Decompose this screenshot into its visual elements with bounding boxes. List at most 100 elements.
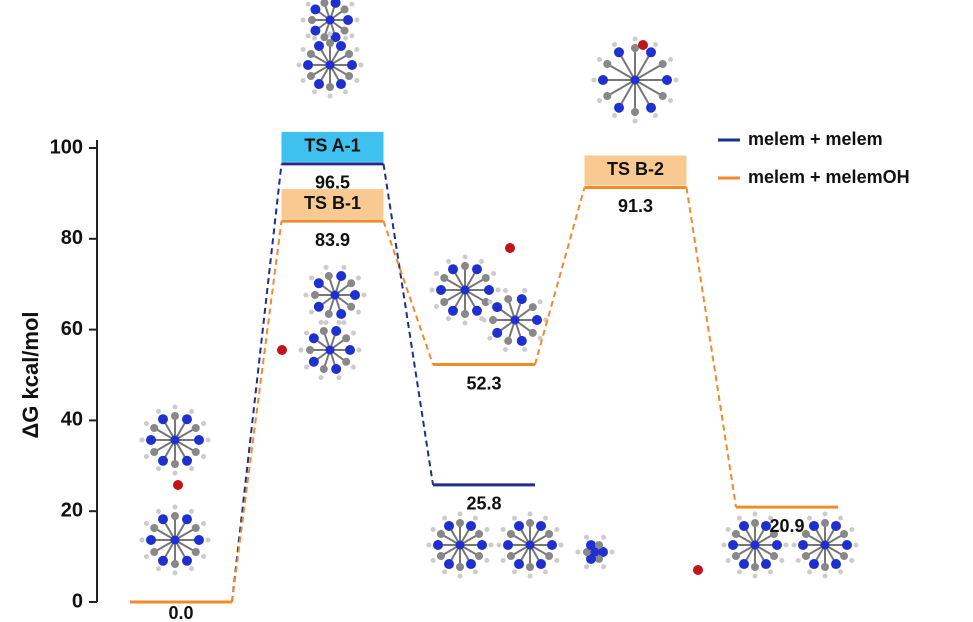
atom: [440, 274, 448, 282]
y-tick-label: 0: [72, 590, 83, 612]
atom: [194, 535, 204, 545]
atom: [192, 548, 200, 556]
atom: [849, 527, 854, 532]
atom: [356, 275, 361, 280]
atom: [357, 348, 362, 353]
atom: [171, 512, 179, 520]
atom: [807, 569, 812, 574]
atom: [732, 552, 740, 560]
atom: [554, 527, 559, 532]
atom: [341, 320, 346, 325]
atom: [807, 516, 812, 521]
value-label: 52.3: [466, 373, 501, 393]
atom: [442, 516, 447, 521]
atom: [507, 552, 515, 560]
atom: [584, 535, 589, 540]
atom: [336, 41, 346, 51]
atom: [189, 466, 194, 471]
atom: [473, 516, 478, 521]
atom: [796, 558, 801, 563]
atom: [328, 94, 333, 99]
atom: [511, 316, 520, 325]
atom: [779, 558, 784, 563]
y-tick-label: 60: [61, 318, 83, 340]
atom: [444, 521, 454, 531]
atom: [158, 556, 168, 566]
atom: [504, 295, 512, 303]
atom: [463, 321, 468, 326]
atom: [482, 318, 487, 323]
atom: [674, 78, 679, 83]
atom: [448, 306, 458, 316]
atom: [206, 538, 211, 543]
atom: [342, 334, 350, 342]
atom: [182, 556, 192, 566]
atom: [512, 516, 517, 521]
atom: [728, 540, 738, 550]
atom: [150, 424, 158, 432]
atom: [336, 79, 346, 89]
value-label: 91.3: [618, 196, 653, 216]
atom: [308, 16, 316, 24]
atom: [324, 265, 329, 270]
atom: [514, 521, 524, 531]
atom: [497, 543, 502, 548]
atom: [336, 375, 341, 380]
atom: [310, 4, 320, 14]
atom: [331, 0, 341, 8]
atom: [354, 78, 359, 83]
atom: [326, 39, 334, 47]
atom: [189, 409, 194, 414]
atom: [598, 75, 608, 85]
atom: [504, 337, 512, 345]
atom: [192, 524, 200, 532]
value-label: 0.0: [168, 603, 193, 622]
atom: [325, 310, 333, 318]
atom: [359, 63, 364, 68]
atom: [297, 63, 302, 68]
atom: [326, 16, 335, 25]
atom: [345, 72, 353, 80]
atom: [189, 566, 194, 571]
atom: [351, 330, 356, 335]
atom: [350, 290, 360, 300]
atom: [304, 293, 309, 298]
atom: [659, 60, 667, 68]
value-label: 20.9: [769, 516, 804, 536]
atom: [182, 456, 192, 466]
atom: [173, 571, 178, 576]
atom: [463, 255, 468, 260]
atom: [529, 303, 537, 311]
atom: [809, 521, 819, 531]
atom: [456, 519, 464, 527]
atom: [751, 563, 759, 571]
atom: [347, 279, 355, 287]
atom: [171, 412, 179, 420]
atom: [194, 435, 204, 445]
atom: [491, 271, 496, 276]
molecule-illustrations: [140, 0, 859, 579]
atom: [343, 89, 348, 94]
atom: [514, 559, 524, 569]
atom: [437, 530, 445, 538]
atom: [809, 559, 819, 569]
atom: [310, 26, 320, 36]
atom: [770, 552, 778, 560]
atom: [314, 41, 324, 51]
atom: [336, 320, 341, 325]
atom: [446, 259, 451, 264]
atom: [307, 50, 315, 58]
atom: [431, 527, 436, 532]
y-tick-label: 80: [61, 227, 83, 249]
atom: [171, 560, 179, 568]
atom: [753, 512, 758, 517]
connector: [384, 221, 434, 364]
atom: [492, 328, 502, 338]
atom: [753, 574, 758, 579]
atom: [507, 530, 515, 538]
atom: [434, 304, 439, 309]
atom: [503, 540, 513, 550]
atom: [554, 558, 559, 563]
atom: [156, 466, 161, 471]
atom: [320, 365, 328, 373]
